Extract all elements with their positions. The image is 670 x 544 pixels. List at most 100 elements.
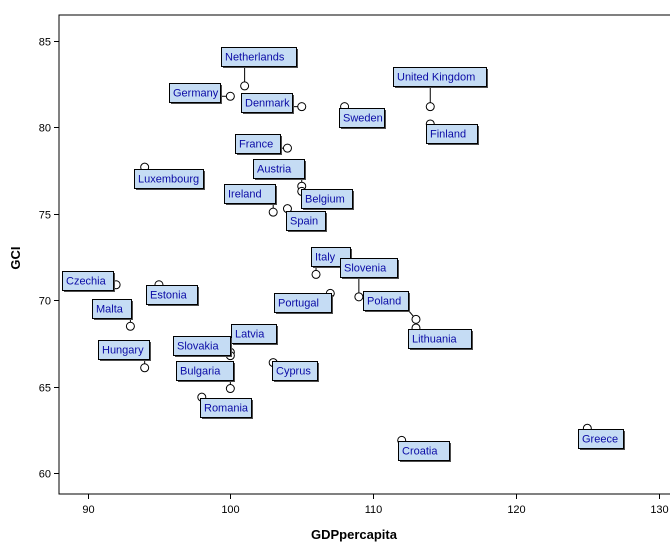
data-label-text: Denmark	[245, 97, 290, 109]
data-point	[125, 321, 135, 331]
data-label-text: Malta	[96, 303, 124, 315]
data-label-box	[274, 293, 332, 313]
data-label-box	[224, 184, 276, 204]
x-tick-label: 110	[365, 504, 383, 516]
data-label: Spain	[286, 211, 327, 232]
data-label-text: Estonia	[150, 289, 188, 301]
data-label-text: Croatia	[402, 445, 438, 457]
data-labels: Netherlands Germany Denmark Sweden United Ki…	[62, 47, 625, 462]
data-label: Estonia	[146, 285, 199, 306]
data-label-box	[339, 108, 385, 128]
data-label-text: Greece	[582, 433, 618, 445]
data-label-text: Slovenia	[344, 262, 387, 274]
data-label: France	[235, 134, 282, 155]
data-label-box	[169, 83, 221, 103]
data-label-box	[176, 361, 234, 381]
data-label-text: Romania	[204, 402, 249, 414]
data-label: Czechia	[62, 271, 115, 292]
data-label: Portugal	[274, 293, 333, 314]
data-label-text: Portugal	[278, 297, 319, 309]
data-label-text: Austria	[257, 163, 292, 175]
data-label-box	[253, 159, 305, 179]
data-point	[425, 102, 435, 112]
data-label-text: Spain	[290, 215, 318, 227]
data-label-box	[235, 134, 281, 154]
data-label: Ireland	[224, 184, 277, 205]
data-label: Netherlands	[221, 47, 298, 68]
data-point	[225, 91, 235, 101]
data-label-box	[340, 258, 398, 278]
y-tick-label: 60	[39, 469, 51, 481]
data-point	[354, 292, 364, 302]
data-label-text: Ireland	[228, 188, 262, 200]
data-label-text: Poland	[367, 295, 401, 307]
data-label-box	[363, 291, 409, 311]
x-tick-label: 130	[650, 504, 668, 516]
data-label-text: Latvia	[235, 328, 265, 340]
data-label-box	[286, 211, 326, 231]
data-label-box	[98, 340, 150, 360]
data-label: Romania	[200, 398, 253, 419]
data-label-text: Sweden	[343, 112, 383, 124]
data-point	[297, 102, 307, 112]
data-label: Bulgaria	[176, 361, 235, 382]
plot-area-border	[58, 14, 670, 495]
data-label: Greece	[578, 429, 625, 450]
data-label-box	[62, 271, 114, 291]
data-label-text: Germany	[173, 87, 219, 99]
data-point	[225, 384, 235, 394]
data-label: Malta	[92, 299, 133, 320]
data-label-box	[200, 398, 252, 418]
x-axis-title: GDPpercapita	[311, 527, 398, 542]
data-points	[111, 81, 592, 445]
data-point	[411, 314, 421, 324]
data-label: Austria	[253, 159, 306, 180]
data-label-text: Netherlands	[225, 51, 285, 63]
data-label: Sweden	[339, 108, 386, 129]
data-point	[140, 363, 150, 373]
data-label-box	[301, 189, 353, 209]
data-label-box	[231, 324, 277, 344]
data-label-text: Hungary	[102, 344, 144, 356]
data-label: Finland	[426, 124, 479, 145]
data-label: Lithuania	[408, 329, 473, 350]
data-label-text: United Kingdom	[397, 71, 475, 83]
y-axis-title: GCI	[8, 246, 23, 269]
data-label-box	[426, 124, 478, 144]
data-label-text: Lithuania	[412, 333, 458, 345]
x-axis: 90 100 110 120 130	[82, 494, 669, 516]
data-label-box	[134, 169, 204, 189]
y-tick-label: 75	[39, 210, 51, 222]
data-label: United Kingdom	[393, 67, 488, 88]
y-tick-label: 70	[39, 296, 51, 308]
data-label-text: Cyprus	[276, 365, 311, 377]
data-point	[282, 143, 292, 153]
data-label-box	[398, 441, 450, 461]
data-label-box	[241, 93, 293, 113]
data-label-text: Finland	[430, 128, 466, 140]
data-label-text: France	[239, 138, 273, 150]
data-label: Hungary	[98, 340, 151, 361]
data-label-box	[221, 47, 297, 67]
data-label: Slovakia	[173, 336, 232, 357]
data-label-box	[408, 329, 472, 349]
data-label-text: Belgium	[305, 193, 345, 205]
data-label: Germany	[169, 83, 222, 104]
data-label: Poland	[363, 291, 410, 312]
data-label-box	[92, 299, 132, 319]
data-label-box	[173, 336, 231, 356]
data-label-box	[578, 429, 624, 449]
data-label-text: Luxembourg	[138, 173, 199, 185]
data-label-box	[393, 67, 487, 87]
data-label: Cyprus	[272, 361, 319, 382]
data-label-text: Bulgaria	[180, 365, 221, 377]
data-label-box	[146, 285, 198, 305]
data-point	[311, 269, 321, 279]
y-axis: 60 65 70 75 80 85	[39, 37, 59, 481]
y-tick-label: 85	[39, 37, 51, 49]
x-tick-label: 120	[507, 504, 525, 516]
data-label-text: Italy	[315, 251, 336, 263]
data-point	[268, 207, 278, 217]
x-tick-label: 90	[82, 504, 94, 516]
